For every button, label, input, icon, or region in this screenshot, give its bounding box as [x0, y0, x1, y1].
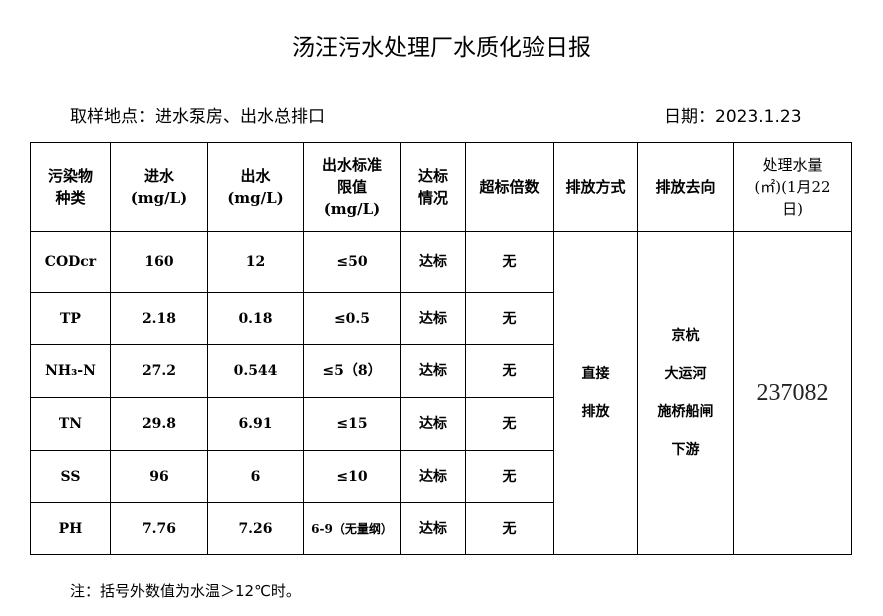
header-method: 排放方式	[553, 142, 638, 232]
discharge-dest-line: 大运河	[664, 366, 707, 382]
discharge-destination: 京杭大运河施桥船闸下游	[637, 231, 734, 555]
header-method-text: 排放方式	[565, 178, 626, 196]
header-influent: 进水(mg/L)	[110, 142, 208, 232]
discharge-method: 直接 排放	[553, 231, 638, 555]
cell-status: 达标	[400, 450, 466, 503]
cell-exceed: 无	[465, 292, 554, 345]
cell-exceed: 无	[465, 502, 554, 555]
header-status: 达标情况	[400, 142, 466, 232]
header-row: 污染物种类 进水(mg/L) 出水(mg/L) 出水标准限值(mg/L) 达标情…	[30, 142, 852, 232]
table-row: NH₃-N 27.2 0.544 ≤5（8） 达标无	[30, 344, 852, 398]
discharge-method-line: 排放	[581, 404, 610, 420]
cell-in: 27.2	[110, 344, 208, 398]
treated-volume: 237082	[733, 231, 852, 555]
report-title: 汤汪污水处理厂水质化验日报	[292, 35, 591, 61]
cell-out: 6.91	[207, 397, 304, 451]
cell-status: 达标	[400, 397, 466, 451]
table-row: SS 96 6 ≤10 达标无	[30, 450, 852, 503]
header-effluent-text: 出水(mg/L)	[227, 167, 284, 207]
cell-exceed: 无	[465, 344, 554, 398]
header-limit: 出水标准限值(mg/L)	[303, 142, 401, 232]
cell-in: 160	[110, 231, 208, 293]
header-volume-text: 处理水量(㎡)(1月22日)	[754, 156, 831, 218]
cell-status: 达标	[400, 292, 466, 345]
cell-limit: ≤5（8）	[303, 344, 401, 398]
header-dest: 排放去向	[637, 142, 734, 232]
cell-status: 达标	[400, 502, 466, 555]
cell-in: 2.18	[110, 292, 208, 345]
table-row: PH 7.76 7.26 6-9（无量纲） 达标无	[30, 502, 852, 555]
cell-in: 7.76	[110, 502, 208, 555]
cell-out: 6	[207, 450, 304, 503]
header-influent-text: 进水(mg/L)	[130, 167, 188, 207]
cell-limit: ≤50	[303, 231, 401, 293]
cell-limit: ≤15	[303, 397, 401, 451]
cell-in: 96	[110, 450, 208, 503]
sampling-location: 取样地点：进水泵房、出水总排口	[70, 107, 325, 127]
cell-name: NH₃-N	[30, 344, 111, 398]
cell-name: SS	[30, 450, 111, 503]
header-volume: 处理水量(㎡)(1月22日)	[733, 142, 852, 232]
cell-name: PH	[30, 502, 111, 555]
table-row: TN 29.8 6.91 ≤15 达标无	[30, 397, 852, 451]
table-row: TP 2.18 0.18 ≤0.5 达标无	[30, 292, 852, 345]
cell-status: 达标	[400, 231, 466, 293]
cell-exceed: 无	[465, 397, 554, 451]
discharge-method-line: 直接	[581, 366, 610, 382]
water-quality-table: 污染物种类 进水(mg/L) 出水(mg/L) 出水标准限值(mg/L) 达标情…	[30, 142, 852, 555]
cell-out: 12	[207, 231, 304, 293]
discharge-dest-line: 下游	[671, 442, 700, 458]
cell-out: 0.18	[207, 292, 304, 345]
table-row: CODcr 160 12 ≤50 达标无直接 排放 京杭 大运河 施桥船闸 下游 237082	[30, 231, 852, 555]
cell-limit: 6-9（无量纲）	[303, 502, 401, 555]
cell-exceed: 无	[465, 450, 554, 503]
cell-name: CODcr	[30, 231, 111, 293]
cell-out: 0.544	[207, 344, 304, 398]
cell-status: 达标	[400, 344, 466, 398]
cell-limit: ≤0.5	[303, 292, 401, 345]
header-exceed-text: 超标倍数	[479, 178, 540, 196]
header-limit-text: 出水标准限值(mg/L)	[321, 156, 382, 218]
report-date: 日期：2023.1.23	[664, 107, 802, 127]
header-dest-text: 排放去向	[655, 178, 716, 196]
discharge-dest-line: 京杭	[671, 328, 700, 344]
header-effluent: 出水(mg/L)	[207, 142, 304, 232]
footnote: 注：括号外数值为水温＞12℃时。	[70, 582, 301, 600]
cell-name: TN	[30, 397, 111, 451]
header-exceed: 超标倍数	[465, 142, 554, 232]
header-status-text: 达标情况	[417, 167, 448, 207]
cell-name: TP	[30, 292, 111, 345]
header-pollutant: 污染物种类	[30, 142, 111, 232]
cell-exceed: 无	[465, 231, 554, 293]
cell-out: 7.26	[207, 502, 304, 555]
cell-in: 29.8	[110, 397, 208, 451]
header-pollutant-text: 污染物种类	[47, 167, 93, 207]
cell-limit: ≤10	[303, 450, 401, 503]
discharge-dest-line: 施桥船闸	[657, 404, 714, 420]
